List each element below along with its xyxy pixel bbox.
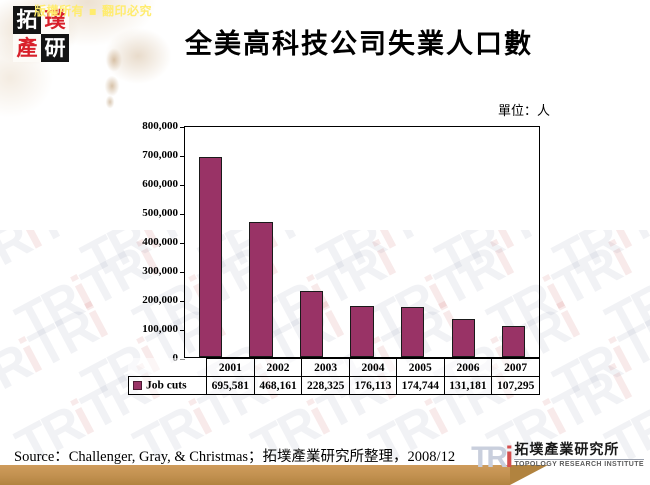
bar-2001 [198, 157, 222, 357]
table-corner-cell [129, 359, 207, 377]
y-axis-tick-mark [180, 127, 185, 128]
bar-2002 [249, 222, 273, 357]
bar-2007 [502, 326, 526, 357]
y-axis-tick-mark [180, 272, 185, 273]
chart-data-table: 2001 2002 2003 2004 2005 2006 2007 Job cuts 69… [128, 358, 540, 395]
table-header-year: 2004 [349, 358, 397, 377]
tri-brand-words: 拓墣產業研究所 TOPOLOGY RESEARCH INSTITUTE [514, 443, 644, 468]
legend-label: Job cuts [146, 379, 187, 392]
bar-cell [286, 127, 337, 357]
bar-series-job-cuts [185, 127, 539, 357]
bar-cell [185, 127, 236, 357]
tri-mark-icon: TRi [471, 440, 514, 474]
table-cell-value: 131,181 [443, 376, 493, 395]
y-axis-tick-mark [180, 156, 185, 157]
table-cell-value: 174,744 [395, 376, 445, 395]
bar-cell [337, 127, 388, 357]
y-axis-tick-mark [180, 301, 185, 302]
tri-watermark-tile: TRiTRi [597, 271, 650, 353]
tri-brand-footer: TRi 拓墣產業研究所 TOPOLOGY RESEARCH INSTITUTE [471, 440, 644, 474]
table-cell-value: 468,161 [253, 376, 303, 395]
legend-swatch-icon [133, 381, 142, 391]
source-citation: Source：Challenger, Gray, & Christmas；拓墣產… [14, 449, 456, 465]
bar-2004 [350, 306, 374, 357]
table-header-year: 2002 [253, 358, 303, 377]
table-cell-value: 695,581 [206, 376, 255, 395]
table-header-year: 2003 [301, 358, 351, 377]
bar-2005 [400, 306, 425, 357]
page-title: 全美高科技公司失業人口數 [185, 29, 533, 60]
plot-area [180, 126, 540, 360]
tri-watermark-tile: TRiTRi [545, 230, 650, 291]
y-axis-tick-mark [180, 185, 185, 186]
bar-cell [438, 127, 489, 357]
table-header-year: 2001 [206, 358, 255, 377]
y-axis-tick-mark [180, 330, 185, 331]
y-axis-tick-label: 500,000 [142, 207, 178, 219]
institute-name-cn: 拓墣產業研究所 [514, 441, 620, 458]
table-row-values: Job cuts 695,581 468,161 228,325 176,113 174… [128, 376, 540, 395]
table-header-year: 2006 [443, 358, 493, 377]
y-axis-tick-label: 600,000 [142, 178, 178, 190]
bar-2006 [451, 319, 475, 357]
background-watercolor-accent [96, 44, 136, 110]
chart-unit-label: 單位：人 [498, 104, 551, 119]
logo-char-yan: 研 [41, 34, 69, 62]
y-axis: 0100,000200,000300,000400,000500,000600,… [128, 118, 184, 364]
table-row-years: 2001 2002 2003 2004 2005 2006 2007 [129, 358, 540, 377]
y-axis-tick-label: 800,000 [142, 120, 178, 132]
table-cell-value: 107,295 [491, 376, 540, 395]
logo-char-chan: 產 [13, 34, 41, 62]
legend-cell: Job cuts [128, 376, 207, 395]
tri-watermark-tile: TRiTRi [0, 293, 115, 415]
footer-bar [0, 465, 548, 485]
y-axis-tick-label: 100,000 [142, 323, 178, 335]
y-axis-tick-label: 700,000 [142, 149, 178, 161]
bar-cell [236, 127, 287, 357]
table-header-year: 2005 [395, 358, 445, 377]
tri-watermark-tile: TRiTRi [545, 298, 650, 415]
table-cell-value: 176,113 [349, 376, 397, 395]
y-axis-tick-mark [180, 214, 185, 215]
tri-watermark-tile: TRiTRi [0, 230, 104, 291]
y-axis-tick-label: 200,000 [142, 294, 178, 306]
table-header-year: 2007 [491, 358, 540, 377]
bar-chart: 0100,000200,000300,000400,000500,000600,… [128, 118, 540, 368]
institute-name-en: TOPOLOGY RESEARCH INSTITUTE [514, 458, 644, 468]
bar-cell [488, 127, 539, 357]
table-cell-value: 228,325 [301, 376, 351, 395]
copyright-notice: 版權所有 ▪ 翻印必究 [34, 4, 152, 18]
y-axis-tick-label: 300,000 [142, 265, 178, 277]
y-axis-tick-mark [180, 243, 185, 244]
bar-cell [387, 127, 438, 357]
y-axis-tick-label: 400,000 [142, 236, 178, 248]
bar-2003 [299, 291, 324, 357]
